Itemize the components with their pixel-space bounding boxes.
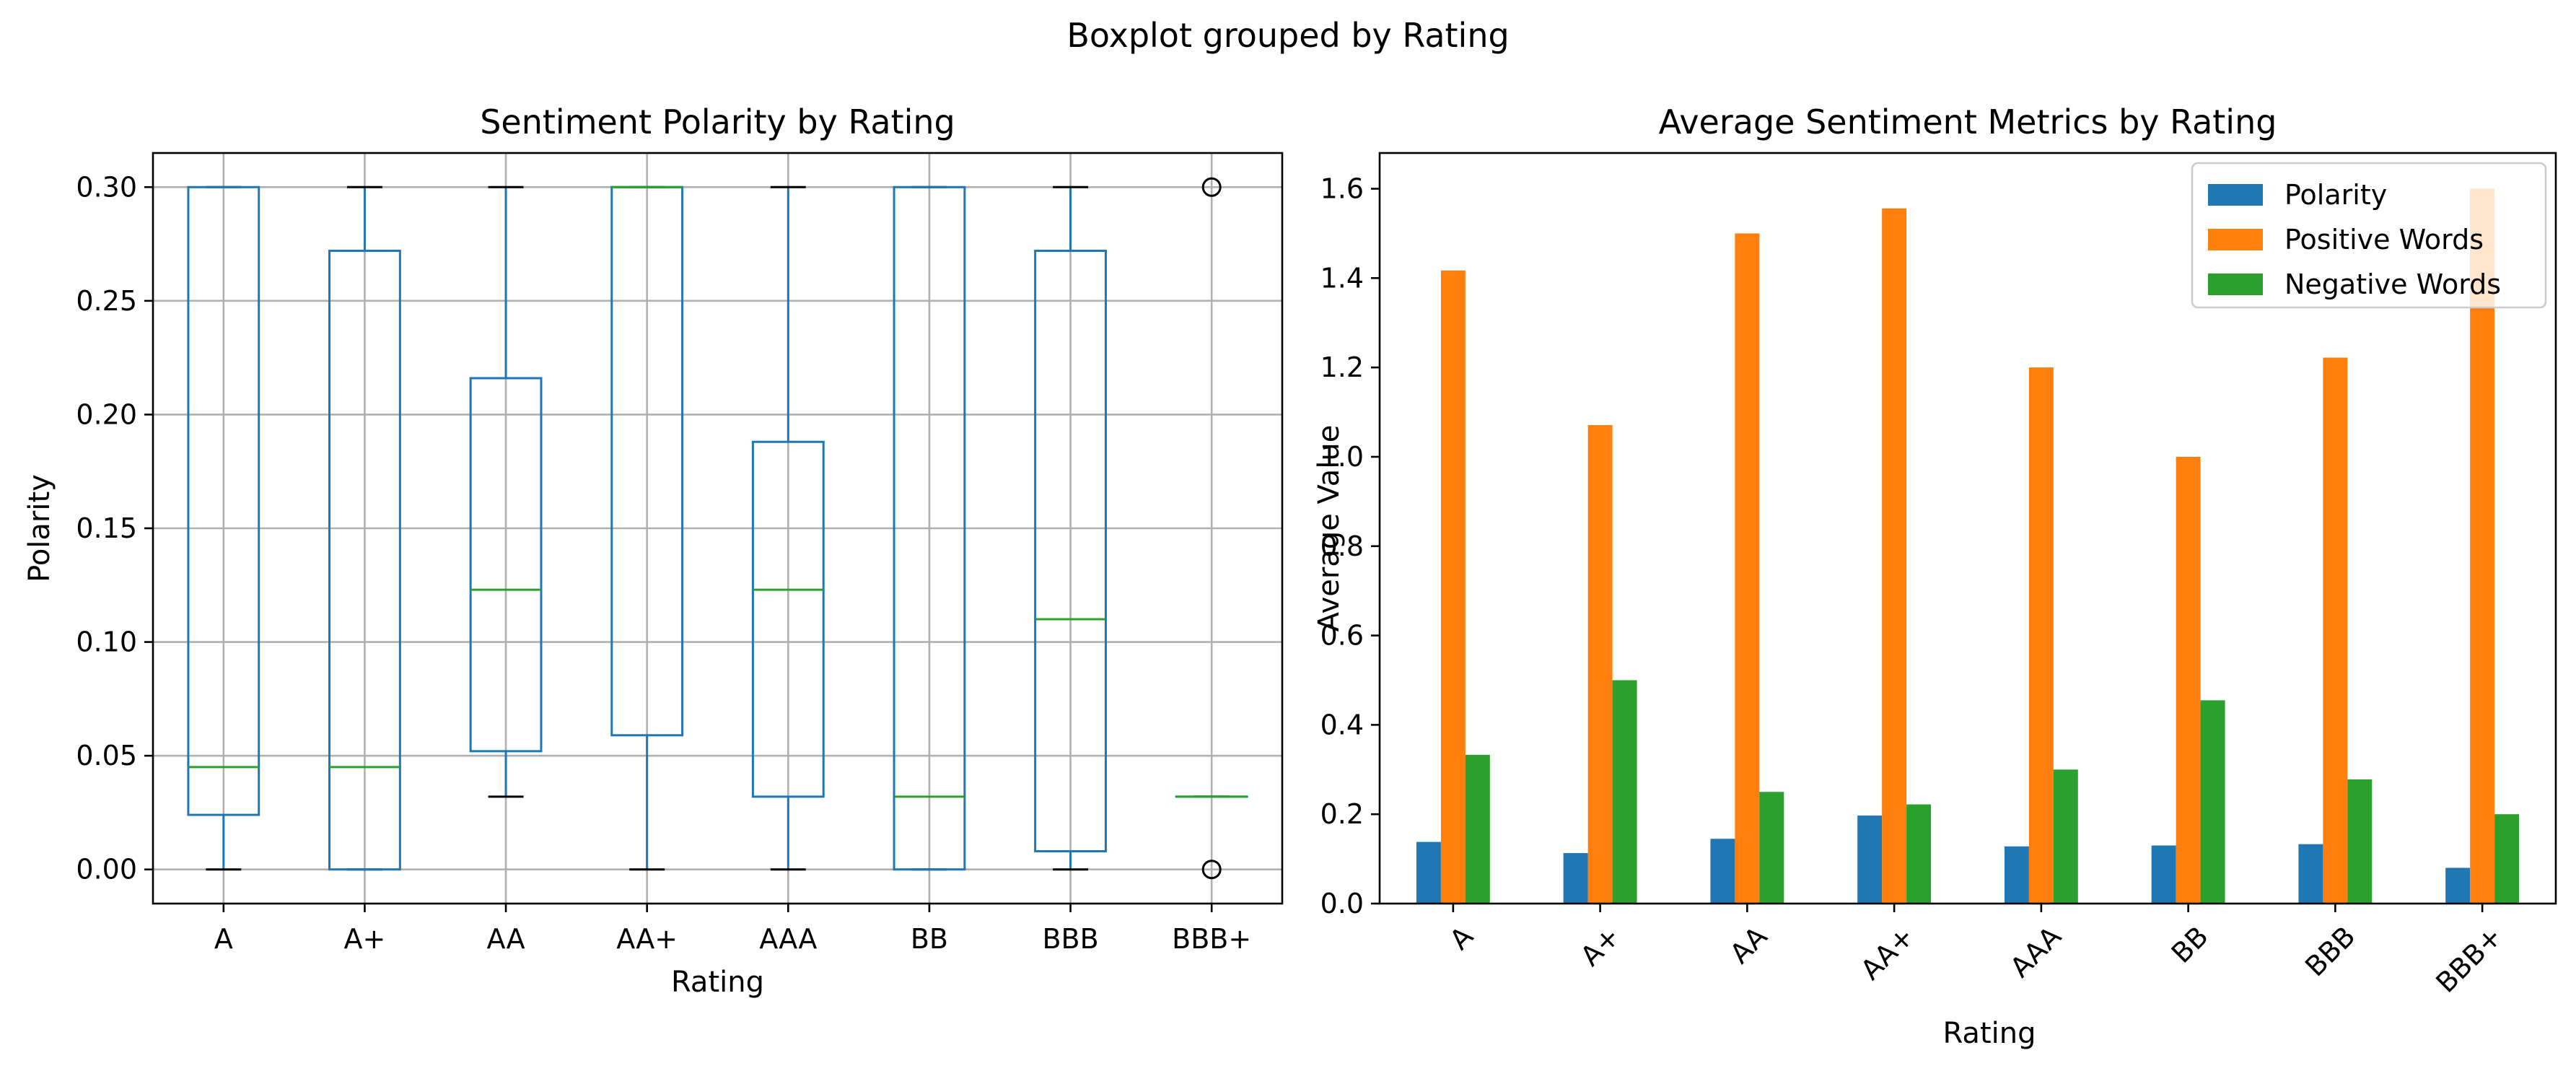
boxplot-x-tick-label: AA (487, 923, 525, 955)
legend-swatch (2208, 184, 2263, 206)
box-iqr (469, 377, 543, 753)
bar (2004, 846, 2029, 904)
bar (1759, 792, 1784, 904)
boxplot-marks (187, 177, 1248, 880)
boxplot-y-axis-label: Polarity (23, 474, 56, 582)
box-iqr (328, 250, 401, 871)
bar-chart-y-axis-label: Average Value (1313, 425, 1346, 632)
bar-chart-y-tick-label: 1.4 (1320, 262, 1364, 294)
box-iqr (187, 185, 260, 816)
boxplot-y-tick-label: 0.00 (76, 854, 137, 886)
bar (2053, 769, 2078, 904)
figure-suptitle: Boxplot grouped by Rating (1066, 16, 1509, 55)
bar (2347, 779, 2373, 904)
box-iqr (893, 185, 966, 871)
bar (2445, 867, 2471, 904)
legend-label: Positive Words (2284, 224, 2484, 255)
bar (1710, 839, 1735, 904)
bar (1882, 208, 1907, 904)
box-AA+ (610, 185, 684, 871)
bar-chart-x-axis-label: Rating (1943, 1017, 2036, 1050)
bar (2176, 456, 2201, 904)
bar (2298, 844, 2323, 904)
boxplot-panel: 0.000.050.100.150.200.250.30A A+ AA AA+ AAA B… (23, 102, 1284, 999)
box-AAA (751, 185, 825, 871)
bar (1612, 680, 1637, 904)
bar (1440, 270, 1466, 904)
bar (1906, 804, 1932, 904)
legend-swatch (2208, 274, 2263, 295)
boxplot-x-tick-label: AAA (759, 923, 817, 955)
bar (1416, 842, 1441, 904)
bar (2028, 367, 2054, 904)
legend-label: Polarity (2284, 179, 2387, 211)
box-AA (469, 185, 543, 798)
bar (1857, 816, 1883, 904)
boxplot-y-tick-label: 0.15 (76, 512, 137, 544)
box-BBB+ (1175, 177, 1248, 880)
boxplot-ticks: 0.000.050.100.150.200.250.30A A+ AA AA+ AAA B… (76, 171, 1251, 955)
box-A+ (328, 185, 401, 871)
box-outlier (1201, 860, 1222, 880)
bar-chart-y-tick-label: 0.2 (1320, 798, 1364, 830)
bar-chart-y-tick-label: 0.8 (1320, 530, 1364, 562)
box-iqr (1034, 250, 1107, 853)
boxplot-y-tick-label: 0.30 (76, 171, 137, 203)
box-BB (893, 185, 966, 871)
bar (2151, 845, 2176, 904)
bar (1465, 754, 1490, 904)
bar (1735, 233, 1760, 904)
bar-series-negative-words (1465, 680, 2520, 904)
legend-swatch (2208, 229, 2263, 250)
boxplot-x-tick-label: A+ (344, 923, 386, 955)
bar (1587, 425, 1613, 904)
bar-chart-axes-frame (1378, 152, 2557, 905)
bar-series-positive-words (1440, 188, 2495, 904)
box-BBB (1034, 185, 1107, 871)
box-iqr (751, 440, 825, 798)
boxplot-y-tick-label: 0.05 (76, 740, 137, 771)
boxplot-x-tick-label: A (214, 923, 233, 955)
bar (1563, 853, 1588, 904)
legend-frame (2191, 162, 2547, 309)
boxplot-x-axis-label: Rating (671, 966, 764, 999)
boxplot-x-tick-label: BBB (1042, 923, 1098, 955)
box-outlier (1201, 177, 1222, 197)
legend-item: Polarity (2208, 179, 2387, 211)
boxplot-y-tick-label: 0.10 (76, 626, 137, 658)
bar (2200, 700, 2225, 904)
bar-chart-y-tick-label: 0.6 (1320, 620, 1364, 652)
boxplot-x-tick-label: BBB+ (1172, 923, 1251, 955)
bar-chart-legend: Polarity Positive Words Negative Words (2191, 162, 2547, 309)
bar-chart-title: Average Sentiment Metrics by Rating (1659, 102, 2277, 141)
boxplot-x-tick-label: AA+ (616, 923, 678, 955)
boxplot-y-tick-label: 0.25 (76, 285, 137, 317)
bar-chart-marks (1416, 188, 2520, 904)
boxplot-x-tick-label: BB (911, 923, 948, 955)
bar-chart-y-tick-label: 1.2 (1320, 351, 1364, 383)
boxplot-title: Sentiment Polarity by Rating (480, 102, 955, 141)
bar-chart-y-tick-label: 0.0 (1320, 888, 1364, 919)
bar (2323, 357, 2348, 904)
box-A (187, 185, 260, 871)
bar (2494, 814, 2520, 904)
legend-item: Negative Words (2208, 268, 2501, 300)
legend-label: Negative Words (2284, 268, 2501, 300)
boxplot-y-tick-label: 0.20 (76, 398, 137, 430)
bar-series-polarity (1416, 816, 2471, 904)
bar-chart-y-tick-label: 1.0 (1320, 441, 1364, 473)
bar-chart-y-tick-label: 1.6 (1320, 173, 1364, 205)
bar-chart-y-tick-label: 0.4 (1320, 709, 1364, 740)
legend-item: Positive Words (2208, 224, 2484, 255)
